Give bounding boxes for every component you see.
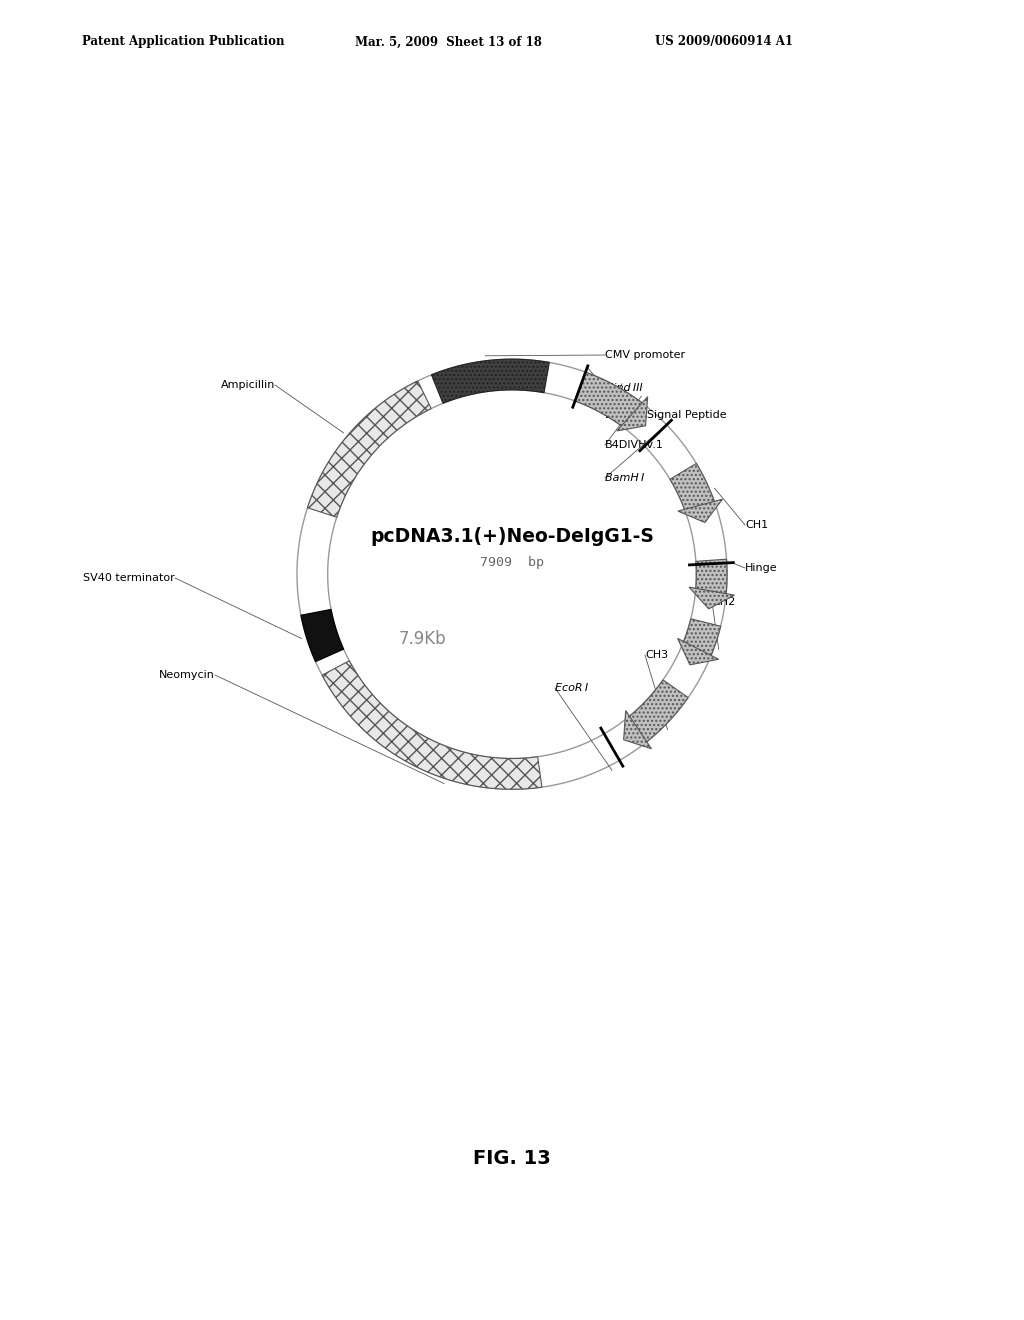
Text: CMV promoter: CMV promoter: [605, 350, 685, 360]
Text: B4DIVHv.1: B4DIVHv.1: [605, 440, 664, 450]
Text: Ampicillin: Ampicillin: [220, 380, 275, 389]
Text: EcoR I: EcoR I: [555, 682, 588, 693]
Polygon shape: [670, 463, 716, 515]
Text: pcDNA3.1(+)Neo-DeIgG1-S: pcDNA3.1(+)Neo-DeIgG1-S: [370, 527, 654, 545]
Text: FIG. 13: FIG. 13: [473, 1148, 551, 1167]
Polygon shape: [682, 619, 721, 659]
Polygon shape: [695, 560, 727, 597]
Text: Mar. 5, 2009  Sheet 13 of 18: Mar. 5, 2009 Sheet 13 of 18: [355, 36, 542, 49]
Polygon shape: [689, 587, 734, 609]
Polygon shape: [323, 661, 542, 789]
Text: Patent Application Publication: Patent Application Publication: [82, 36, 285, 49]
Polygon shape: [431, 359, 549, 404]
Polygon shape: [575, 372, 644, 429]
Text: CH2: CH2: [712, 597, 735, 607]
Text: 7.9Kb: 7.9Kb: [398, 630, 445, 648]
Text: BamH I: BamH I: [605, 473, 644, 483]
Text: Hinge: Hinge: [745, 564, 777, 573]
Polygon shape: [616, 396, 647, 430]
Text: Neomycin: Neomycin: [159, 671, 215, 680]
Polygon shape: [678, 639, 719, 665]
Text: CH1: CH1: [745, 520, 768, 531]
Polygon shape: [301, 610, 344, 661]
Polygon shape: [626, 680, 688, 743]
Text: Hind III: Hind III: [605, 383, 643, 393]
Text: CH3: CH3: [645, 649, 668, 660]
Polygon shape: [678, 499, 723, 523]
Text: 7909  bp: 7909 bp: [480, 556, 544, 569]
Text: Leader Signal Peptide: Leader Signal Peptide: [605, 411, 727, 420]
Polygon shape: [307, 381, 431, 517]
Text: US 2009/0060914 A1: US 2009/0060914 A1: [655, 36, 793, 49]
Text: SV40 terminator: SV40 terminator: [83, 573, 175, 583]
Polygon shape: [624, 710, 651, 748]
